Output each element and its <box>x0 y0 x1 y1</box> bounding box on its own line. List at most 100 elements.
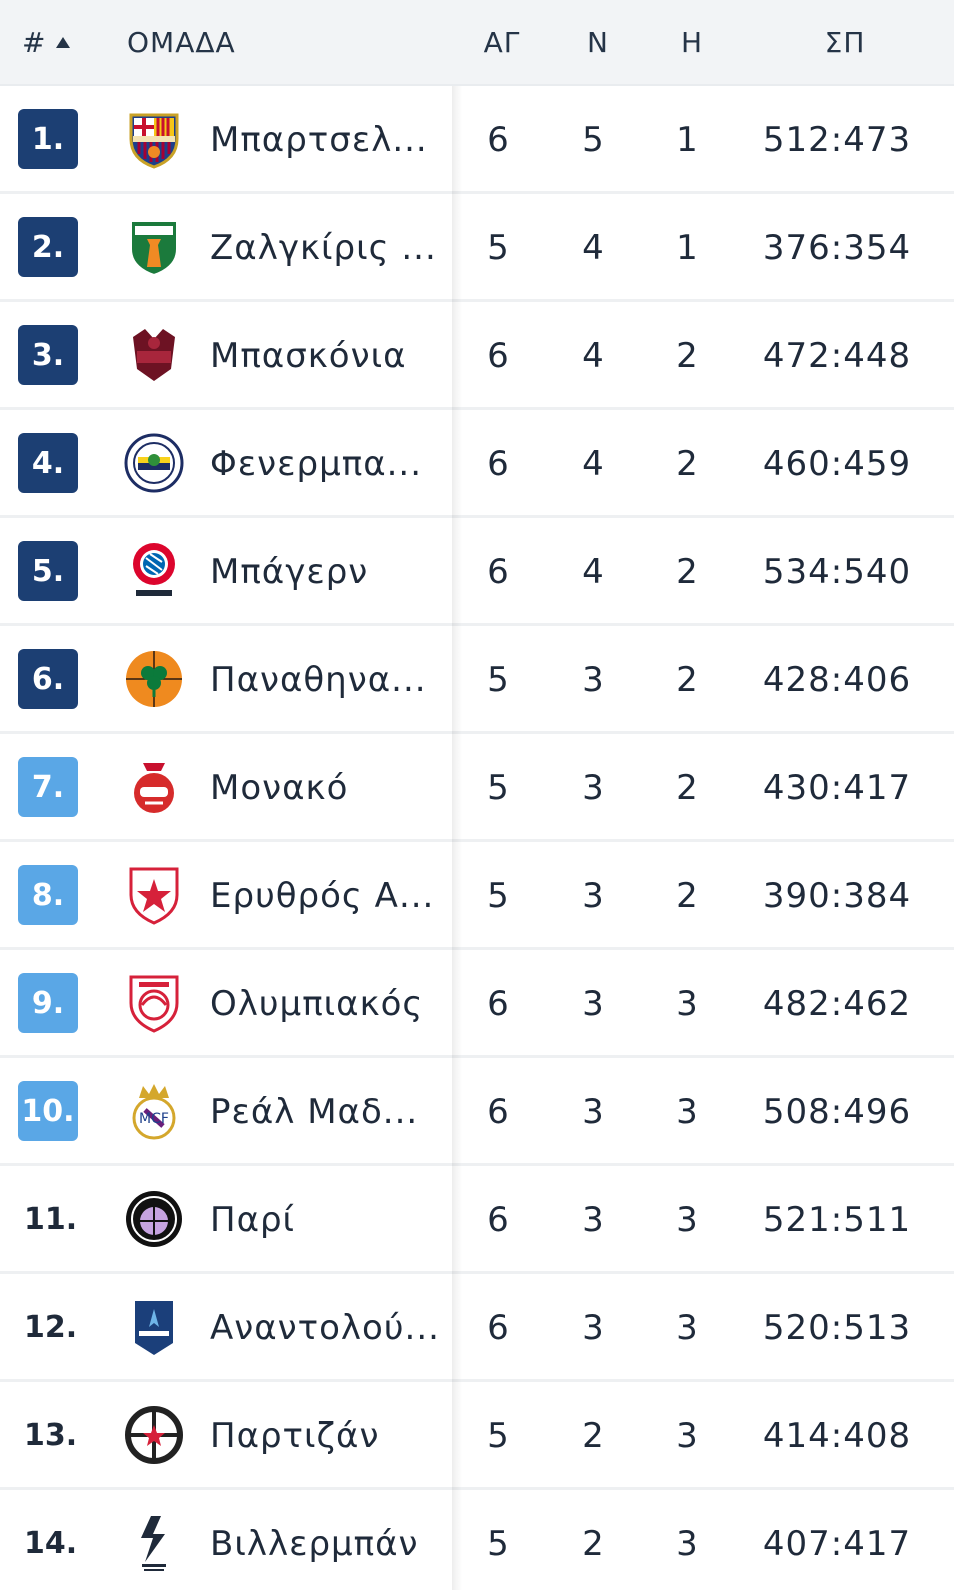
baskonia-logo-icon <box>124 325 184 385</box>
wins: 4 <box>582 336 604 376</box>
rank-badge: 5. <box>18 541 78 601</box>
rank-badge: 14. <box>24 1525 78 1561</box>
standings-row-6[interactable]: 6. Παναθηνα... 5 3 2 428:406 <box>0 626 954 734</box>
team-name: Παρί <box>210 1200 296 1240</box>
panathinaikos-logo-icon <box>124 649 184 709</box>
rank-badge: 10. <box>18 1081 78 1141</box>
points-for-against: 512:473 <box>762 120 912 160</box>
rank-badge: 11. <box>24 1201 78 1237</box>
team-name: Ζαλγκίρις ... <box>210 228 437 268</box>
points-for-against: 390:384 <box>762 876 912 916</box>
losses: 3 <box>676 1092 698 1132</box>
team-name: Ολυμπιακός <box>210 984 424 1024</box>
wins: 3 <box>582 876 604 916</box>
rank-column-header[interactable]: # <box>22 0 71 86</box>
standings-header: # ΟΜΑΔΑ ΑΓ Ν Η ΣΠ <box>0 0 954 86</box>
team-name: Ρεάλ Μαδ... <box>210 1092 419 1132</box>
losses: 2 <box>676 336 698 376</box>
wins: 4 <box>582 552 604 592</box>
games-played: 6 <box>487 120 509 160</box>
standings-row-13[interactable]: 13. Παρτιζάν 5 2 3 414:408 <box>0 1382 954 1490</box>
losses: 3 <box>676 1308 698 1348</box>
zalgiris-logo-icon <box>124 217 184 277</box>
games-played: 6 <box>487 984 509 1024</box>
sort-ascending-icon[interactable] <box>56 36 71 48</box>
team-name: Αναντολού... <box>210 1308 440 1348</box>
standings-row-3[interactable]: 3. Μπασκόνια 6 4 2 472:448 <box>0 302 954 410</box>
bayern-logo-icon <box>124 541 184 601</box>
points-for-against: 520:513 <box>762 1308 912 1348</box>
losses: 3 <box>676 1200 698 1240</box>
team-name: Παναθηνα... <box>210 660 427 700</box>
fenerbahce-logo-icon <box>124 433 184 493</box>
standings-row-4[interactable]: 4. Φενερμπα... 6 4 2 460:459 <box>0 410 954 518</box>
asvel-logo-icon <box>124 1513 184 1573</box>
standings-row-10[interactable]: 10. MCF Ρεάλ Μαδ... 6 3 3 508:496 <box>0 1058 954 1166</box>
rank-badge: 6. <box>18 649 78 709</box>
standings-row-5[interactable]: 5. Μπάγερν 6 4 2 534:540 <box>0 518 954 626</box>
team-name: Μπάγερν <box>210 552 369 592</box>
monaco-logo-icon <box>124 757 184 817</box>
standings-table: 1. Μπαρτσελ... 6 5 1 512:473 2. Ζαλγκίρι… <box>0 86 954 1590</box>
games-played: 6 <box>487 552 509 592</box>
team-name: Μπαρτσελ... <box>210 120 428 160</box>
wins: 3 <box>582 1092 604 1132</box>
games-played: 5 <box>487 1524 509 1564</box>
points-for-against: 430:417 <box>762 768 912 808</box>
lost-column-header[interactable]: Η <box>680 26 704 59</box>
wins: 3 <box>582 768 604 808</box>
partizan-logo-icon <box>124 1405 184 1465</box>
wins: 3 <box>582 1308 604 1348</box>
losses: 2 <box>676 876 698 916</box>
losses: 3 <box>676 1416 698 1456</box>
games-played: 5 <box>487 1416 509 1456</box>
points-for-against: 376:354 <box>762 228 912 268</box>
points-for-against: 534:540 <box>762 552 912 592</box>
rank-badge: 8. <box>18 865 78 925</box>
svg-text:MCF: MCF <box>139 1111 169 1127</box>
points-for-against: 407:417 <box>762 1524 912 1564</box>
rank-badge: 2. <box>18 217 78 277</box>
losses: 2 <box>676 552 698 592</box>
standings-row-8[interactable]: 8. Ερυθρός Α... 5 3 2 390:384 <box>0 842 954 950</box>
played-column-header[interactable]: ΑΓ <box>483 26 521 59</box>
standings-row-12[interactable]: 12. Αναντολού... 6 3 3 520:513 <box>0 1274 954 1382</box>
standings-row-1[interactable]: 1. Μπαρτσελ... 6 5 1 512:473 <box>0 86 954 194</box>
wins: 3 <box>582 984 604 1024</box>
rank-badge: 4. <box>18 433 78 493</box>
games-played: 6 <box>487 444 509 484</box>
standings-row-2[interactable]: 2. Ζαλγκίρις ... 5 4 1 376:354 <box>0 194 954 302</box>
wins: 2 <box>582 1524 604 1564</box>
standings-row-9[interactable]: 9. Ολυμπιακός 6 3 3 482:462 <box>0 950 954 1058</box>
points-column-header[interactable]: ΣΠ <box>824 26 866 59</box>
rank-badge: 1. <box>18 109 78 169</box>
standings-row-11[interactable]: 11. Παρί 6 3 3 521:511 <box>0 1166 954 1274</box>
team-name: Παρτιζάν <box>210 1416 380 1456</box>
standings-row-14[interactable]: 14. Βιλλερμπάν 5 2 3 407:417 <box>0 1490 954 1590</box>
points-for-against: 460:459 <box>762 444 912 484</box>
losses: 3 <box>676 984 698 1024</box>
wins: 3 <box>582 660 604 700</box>
team-name: Μονακό <box>210 768 349 808</box>
team-column-header[interactable]: ΟΜΑΔΑ <box>127 26 236 59</box>
crvena-zvezda-logo-icon <box>124 865 184 925</box>
olympiacos-logo-icon <box>124 973 184 1033</box>
games-played: 5 <box>487 228 509 268</box>
wins: 3 <box>582 1200 604 1240</box>
losses: 2 <box>676 660 698 700</box>
rank-badge: 3. <box>18 325 78 385</box>
games-played: 5 <box>487 660 509 700</box>
standings-row-7[interactable]: 7. Μονακό 5 3 2 430:417 <box>0 734 954 842</box>
barcelona-logo-icon <box>124 109 184 169</box>
points-for-against: 482:462 <box>762 984 912 1024</box>
games-played: 6 <box>487 1200 509 1240</box>
losses: 3 <box>676 1524 698 1564</box>
losses: 1 <box>676 228 698 268</box>
wins: 2 <box>582 1416 604 1456</box>
games-played: 6 <box>487 1092 509 1132</box>
won-column-header[interactable]: Ν <box>587 26 609 59</box>
team-name: Μπασκόνια <box>210 336 407 376</box>
wins: 5 <box>582 120 604 160</box>
team-name: Ερυθρός Α... <box>210 876 435 916</box>
rank-badge: 12. <box>24 1309 78 1345</box>
